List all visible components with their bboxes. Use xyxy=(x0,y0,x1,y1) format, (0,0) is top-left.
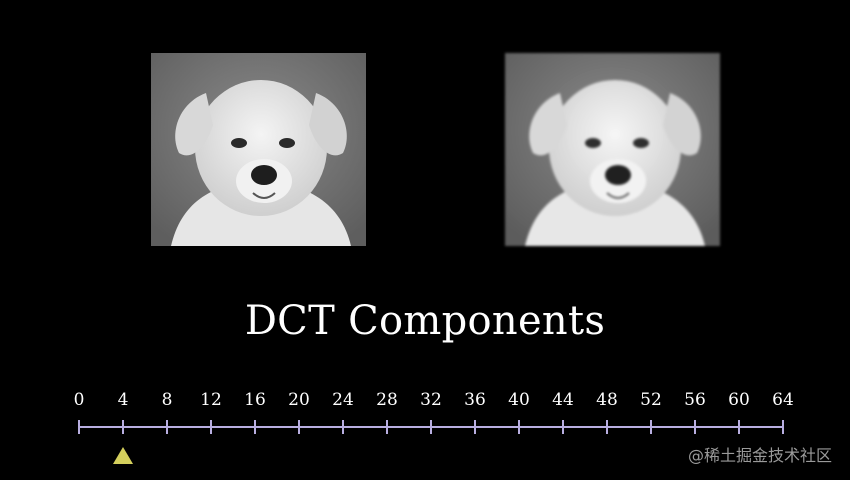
slider-tick-label: 4 xyxy=(118,390,129,410)
puppy-photo-original xyxy=(151,53,366,246)
slider-tick-label: 28 xyxy=(376,390,398,410)
slider-tick-label: 64 xyxy=(772,390,794,410)
slider-tick-label: 12 xyxy=(200,390,222,410)
dct-component-slider[interactable]: 0 4 8 12 16 20 24 28 32 36 40 44 48 52 56 60 64 xyxy=(0,380,850,480)
slider-ticks xyxy=(78,420,784,434)
slider-tick-label: 16 xyxy=(244,390,266,410)
watermark-text: @稀土掘金技术社区 xyxy=(687,446,832,465)
slider-tick-label: 36 xyxy=(464,390,486,410)
slider-tick-label: 60 xyxy=(728,390,750,410)
slider-tick-label: 44 xyxy=(552,390,574,410)
slider-marker-triangle-icon[interactable] xyxy=(113,447,133,464)
dct-components-title: DCT Components xyxy=(244,298,606,344)
slider-tick-label: 40 xyxy=(508,390,530,410)
slider-tick-labels: 0 4 8 12 16 20 24 28 32 36 40 44 48 52 56 60 64 xyxy=(74,390,794,410)
slider-tick-label: 20 xyxy=(288,390,310,410)
slider-tick-label: 48 xyxy=(596,390,618,410)
slider-tick-label: 8 xyxy=(162,390,173,410)
puppy-photo-compressed xyxy=(505,53,720,246)
slider-tick-label: 56 xyxy=(684,390,706,410)
slider-tick-label: 32 xyxy=(420,390,442,410)
slider-tick-label: 0 xyxy=(74,390,85,410)
slider-tick-label: 24 xyxy=(332,390,354,410)
slider-tick-label: 52 xyxy=(640,390,662,410)
